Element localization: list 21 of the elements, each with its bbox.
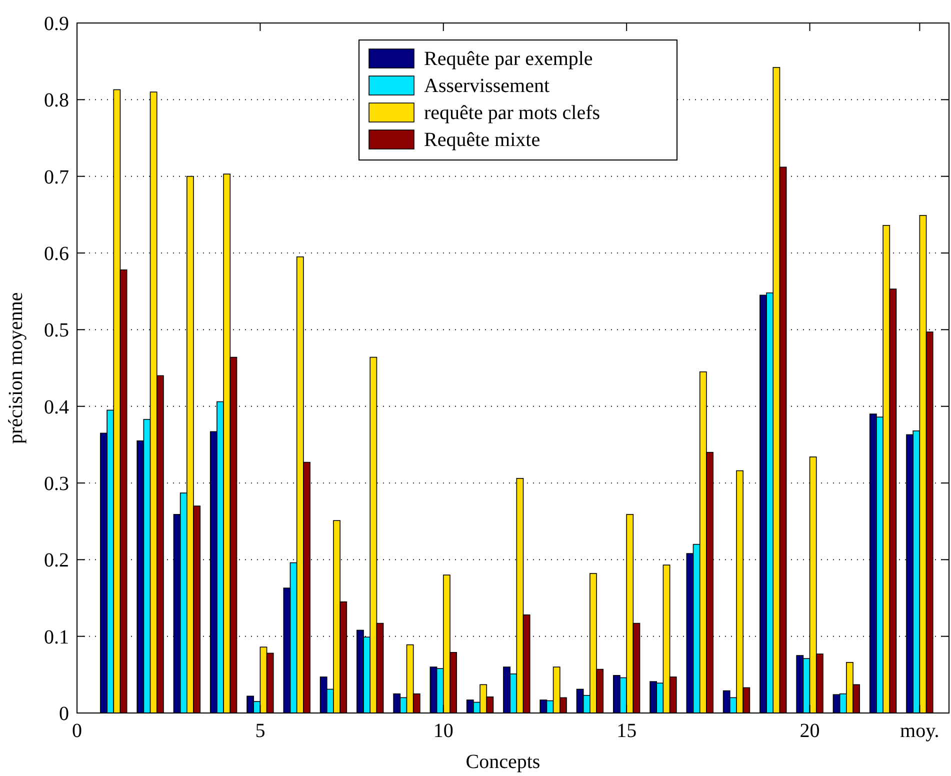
y-tick-label: 0.7 xyxy=(44,166,69,188)
x-tick-label: 20 xyxy=(800,720,820,742)
y-tick-label: 0.1 xyxy=(44,626,69,648)
x-tick-label: 15 xyxy=(616,720,637,742)
y-tick-label: 0 xyxy=(59,703,69,725)
legend-label: Requête mixte xyxy=(424,129,540,151)
legend-label: Asservissement xyxy=(424,75,550,97)
y-tick-label: 0.9 xyxy=(44,13,69,35)
y-tick-label: 0.8 xyxy=(44,90,69,112)
x-tick-label: 10 xyxy=(433,720,454,742)
y-axis-title: précision moyenne xyxy=(5,292,27,444)
y-tick-label: 0.3 xyxy=(44,473,69,495)
legend-label: requête par mots clefs xyxy=(424,102,600,124)
y-tick-label: 0.2 xyxy=(44,550,69,572)
x-tick-label: 5 xyxy=(255,720,266,742)
legend-label: Requête par exemple xyxy=(424,48,593,70)
x-axis-title: Concepts xyxy=(466,751,540,773)
y-tick-label: 0.6 xyxy=(44,243,69,265)
y-tick-label: 0.5 xyxy=(44,320,69,342)
x-tick-label: moy. xyxy=(900,720,940,742)
y-tick-label: 0.4 xyxy=(44,396,69,418)
